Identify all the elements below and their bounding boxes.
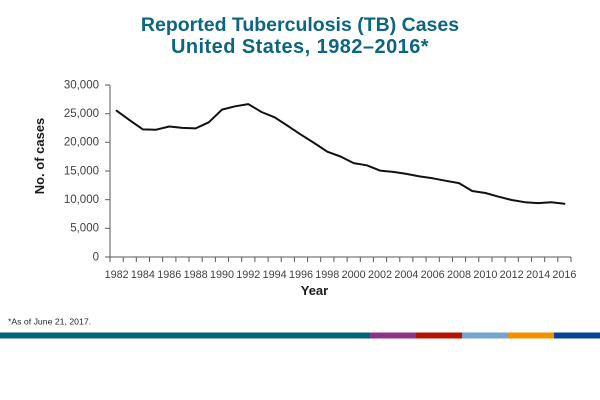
svg-text:1998: 1998	[315, 269, 339, 281]
svg-text:2000: 2000	[342, 269, 366, 281]
svg-text:25,000: 25,000	[64, 108, 99, 120]
svg-text:Reported Tuberculosis (TB) Cas: Reported Tuberculosis (TB) Cases	[141, 14, 459, 36]
svg-text:1988: 1988	[184, 269, 208, 281]
svg-text:United States, 1982–2016*: United States, 1982–2016*	[171, 36, 429, 58]
svg-text:1986: 1986	[157, 269, 181, 281]
svg-text:10,000: 10,000	[64, 194, 99, 206]
svg-text:1992: 1992	[236, 269, 260, 281]
svg-text:2006: 2006	[421, 269, 445, 281]
svg-text:5,000: 5,000	[70, 223, 99, 235]
svg-text:No. of cases: No. of cases	[32, 118, 47, 195]
svg-text:20,000: 20,000	[64, 137, 99, 149]
svg-text:1982: 1982	[105, 269, 129, 281]
svg-text:15,000: 15,000	[64, 165, 99, 177]
svg-text:2016: 2016	[552, 269, 576, 281]
svg-text:2002: 2002	[368, 269, 392, 281]
svg-text:2008: 2008	[447, 269, 471, 281]
svg-text:*As of June 21, 2017.: *As of June 21, 2017.	[8, 317, 91, 327]
svg-text:1996: 1996	[289, 269, 313, 281]
svg-text:1990: 1990	[210, 269, 234, 281]
svg-text:0: 0	[93, 251, 99, 263]
svg-text:30,000: 30,000	[64, 79, 99, 91]
svg-text:2014: 2014	[526, 269, 550, 281]
svg-text:2012: 2012	[500, 269, 524, 281]
svg-text:1994: 1994	[263, 269, 287, 281]
svg-text:2010: 2010	[473, 269, 497, 281]
svg-text:2004: 2004	[394, 269, 418, 281]
svg-text:1984: 1984	[131, 269, 155, 281]
svg-text:Year: Year	[301, 283, 328, 298]
